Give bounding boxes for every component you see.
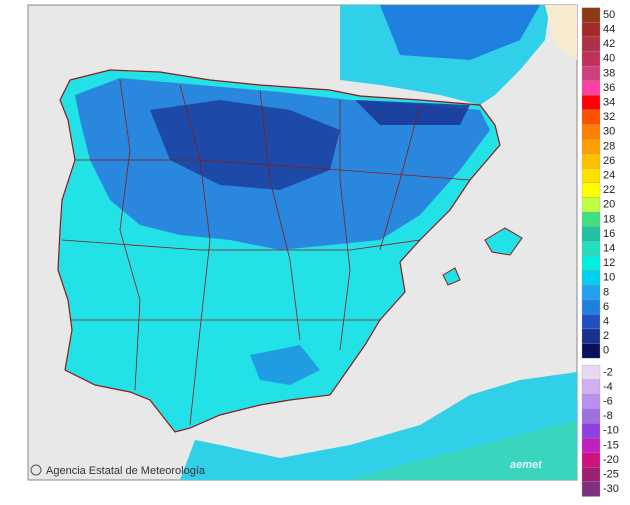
legend-label: 0: [603, 345, 609, 357]
legend-label: 30: [603, 126, 615, 138]
legend-swatch: [581, 138, 601, 154]
legend-swatch: [581, 423, 601, 439]
legend-label: -30: [603, 483, 619, 495]
legend-swatch: [581, 343, 601, 359]
legend-label: 36: [603, 82, 615, 94]
ibiza: [442, 267, 461, 286]
legend-label: 34: [603, 97, 615, 109]
legend-label: 40: [603, 53, 615, 65]
legend-label: 6: [603, 301, 609, 313]
legend-swatch: [581, 95, 601, 111]
legend-swatch: [581, 153, 601, 169]
mallorca: [484, 227, 523, 256]
legend-swatch: [581, 379, 601, 395]
legend-label: -20: [603, 454, 619, 466]
legend-swatch: [581, 109, 601, 125]
legend-swatch: [581, 241, 601, 257]
legend-swatch: [581, 7, 601, 23]
legend-label: 8: [603, 286, 609, 298]
legend-label: 2: [603, 330, 609, 342]
legend-label: 42: [603, 38, 615, 50]
legend-label: 10: [603, 272, 615, 284]
legend-label: -6: [603, 396, 613, 408]
legend-swatch: [581, 284, 601, 300]
legend-swatch: [581, 394, 601, 410]
legend-label: -2: [603, 366, 613, 378]
france-cold: [380, 5, 540, 60]
legend-swatch: [581, 437, 601, 453]
legend-label: 14: [603, 243, 615, 255]
legend-label: -10: [603, 425, 619, 437]
legend-label: 4: [603, 316, 609, 328]
legend-swatch: [581, 22, 601, 38]
legend-swatch: [581, 211, 601, 227]
legend: 5044424038363432302826242220181614121086…: [581, 7, 619, 497]
legend-swatch: [581, 36, 601, 52]
legend-label: 20: [603, 199, 615, 211]
legend-label: 28: [603, 140, 615, 152]
legend-swatch: [581, 328, 601, 344]
land-edge: [545, 5, 577, 60]
legend-swatch: [581, 51, 601, 67]
legend-swatch: [581, 226, 601, 242]
legend-swatch: [581, 314, 601, 330]
legend-label: -4: [603, 381, 613, 393]
legend-label: 44: [603, 24, 615, 36]
logo: aemet: [510, 459, 543, 471]
legend-swatch: [581, 168, 601, 184]
province-lines: [61, 79, 471, 426]
legend-label: 16: [603, 228, 615, 240]
legend-swatch: [581, 197, 601, 213]
legend-swatch: [581, 452, 601, 468]
legend-swatch: [581, 299, 601, 315]
legend-label: 38: [603, 67, 615, 79]
legend-label: -25: [603, 469, 619, 481]
africa-warm: [350, 420, 577, 480]
legend-label: 50: [603, 9, 615, 21]
legend-swatch: [581, 270, 601, 286]
pyrenees: [355, 100, 470, 125]
legend-label: 18: [603, 213, 615, 225]
legend-swatch: [581, 124, 601, 140]
legend-swatch: [581, 80, 601, 96]
legend-swatch: [581, 408, 601, 424]
sierra-nevada: [250, 345, 320, 385]
attribution: Agencia Estatal de Meteorología: [46, 465, 206, 477]
legend-swatch: [581, 255, 601, 271]
legend-swatch: [581, 182, 601, 198]
legend-label: -8: [603, 410, 613, 422]
legend-label: 26: [603, 155, 615, 167]
legend-label: 32: [603, 111, 615, 123]
legend-label: 12: [603, 257, 615, 269]
legend-label: -15: [603, 439, 619, 451]
legend-swatch: [581, 65, 601, 81]
legend-swatch: [581, 481, 601, 497]
legend-label: 24: [603, 170, 615, 182]
legend-swatch: [581, 467, 601, 483]
legend-swatch: [581, 364, 601, 380]
copyright-icon: [30, 464, 42, 476]
coldest-region: [150, 100, 340, 190]
legend-label: 22: [603, 184, 615, 196]
